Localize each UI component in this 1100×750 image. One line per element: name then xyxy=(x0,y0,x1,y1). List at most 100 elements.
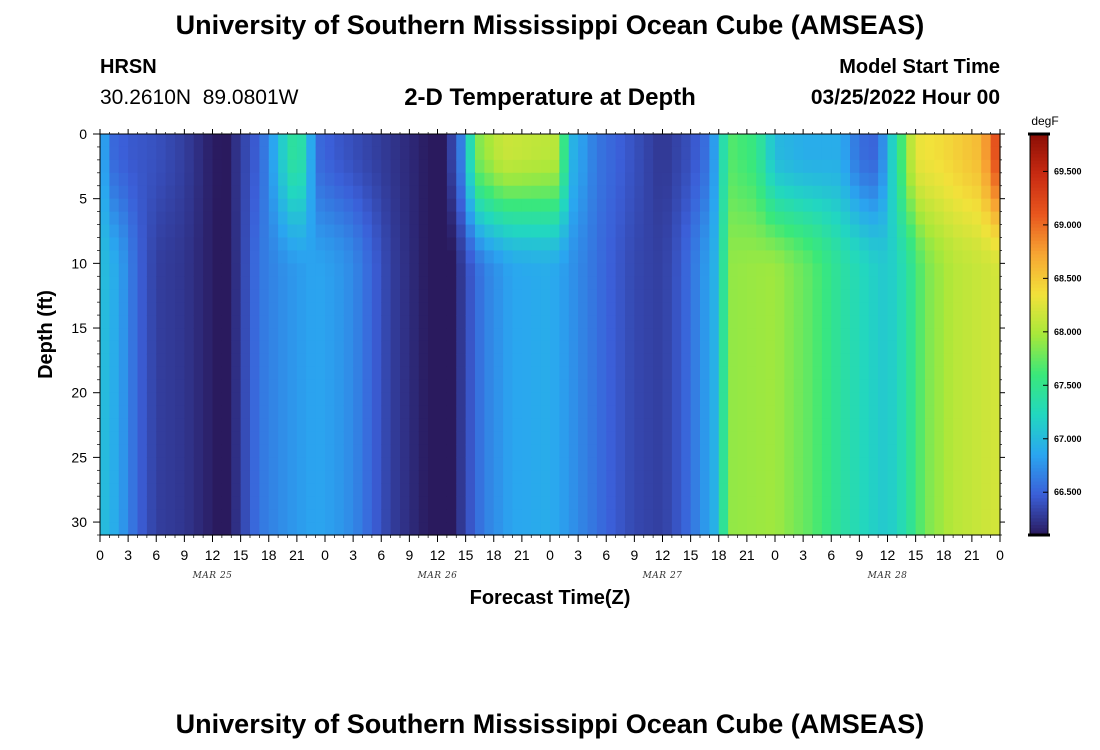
heatmap-cell xyxy=(400,315,410,329)
heatmap-cell xyxy=(418,340,429,355)
heatmap-cell xyxy=(531,457,542,471)
heatmap-cell xyxy=(868,379,879,394)
heatmap-cell xyxy=(428,237,439,252)
heatmap-cell xyxy=(709,276,720,290)
heatmap-cell xyxy=(231,392,242,407)
heatmap-cell xyxy=(137,302,148,316)
heatmap-cell xyxy=(146,159,157,174)
heatmap-cell xyxy=(625,470,635,484)
heatmap-cell xyxy=(615,172,626,187)
heatmap-cell xyxy=(615,418,626,433)
heatmap-cell xyxy=(709,522,720,536)
heatmap-cell xyxy=(943,146,954,161)
heatmap-cell xyxy=(221,457,232,471)
heatmap-cell xyxy=(296,496,307,510)
heatmap-cell xyxy=(381,198,392,213)
heatmap-cell xyxy=(681,146,692,161)
colorbar-segment xyxy=(1030,464,1048,469)
heatmap-cell xyxy=(146,328,157,342)
heatmap-cell xyxy=(643,340,654,355)
heatmap-cell xyxy=(315,379,326,394)
heatmap-cell xyxy=(671,483,682,497)
heatmap-cell xyxy=(212,353,223,368)
heatmap-cell xyxy=(362,185,373,200)
heatmap-cell xyxy=(793,444,804,458)
heatmap-cell xyxy=(878,405,889,420)
heatmap-cell xyxy=(175,366,185,381)
heatmap-cell xyxy=(306,509,317,523)
heatmap-cell xyxy=(503,172,514,187)
heatmap-cell xyxy=(971,185,982,200)
heatmap-cell xyxy=(418,185,429,200)
heatmap-cell xyxy=(250,522,260,536)
heatmap-cell xyxy=(821,418,832,433)
heatmap-cell xyxy=(737,159,748,174)
heatmap-cell xyxy=(793,328,804,342)
heatmap-cell xyxy=(718,470,729,484)
heatmap-cell xyxy=(868,250,879,264)
heatmap-cell xyxy=(737,366,748,381)
heatmap-cell xyxy=(784,211,795,226)
heatmap-cell xyxy=(306,496,317,510)
heatmap-cell xyxy=(737,522,748,536)
heatmap-cell xyxy=(615,392,626,407)
heatmap-cell xyxy=(418,289,429,303)
heatmap-cell xyxy=(662,146,673,161)
heatmap-cell xyxy=(690,237,701,252)
heatmap-cell xyxy=(728,328,739,342)
heatmap-cell xyxy=(325,405,335,420)
heatmap-cell xyxy=(100,146,110,161)
heatmap-cell xyxy=(634,237,645,252)
heatmap-cell xyxy=(212,159,223,174)
heatmap-cell xyxy=(268,159,279,174)
heatmap-cell xyxy=(231,172,242,187)
heatmap-cell xyxy=(100,263,110,277)
heatmap-cell xyxy=(943,392,954,407)
heatmap-cell xyxy=(437,276,448,290)
heatmap-cell xyxy=(887,509,898,523)
heatmap-cell xyxy=(803,496,814,510)
heatmap-cell xyxy=(484,185,495,200)
colorbar-segment xyxy=(1030,434,1048,439)
heatmap-cell xyxy=(165,457,176,471)
heatmap-cell xyxy=(981,198,992,213)
colorbar-segment xyxy=(1030,224,1048,229)
heatmap-cell xyxy=(831,340,842,355)
heatmap-cell xyxy=(531,146,542,161)
heatmap-cell xyxy=(371,146,382,161)
heatmap-cell xyxy=(343,263,354,277)
heatmap-cell xyxy=(737,483,748,497)
heatmap-cell xyxy=(221,470,232,484)
heatmap-cell xyxy=(446,340,457,355)
heatmap-cell xyxy=(343,431,354,446)
heatmap-cell xyxy=(690,289,701,303)
heatmap-cell xyxy=(446,198,457,213)
heatmap-cell xyxy=(296,522,307,536)
heatmap-cell xyxy=(100,418,110,433)
heatmap-cell xyxy=(625,509,635,523)
heatmap-cell xyxy=(728,522,739,536)
heatmap-cell xyxy=(559,315,570,329)
heatmap-cell xyxy=(887,470,898,484)
heatmap-cell xyxy=(700,483,710,497)
heatmap-cell xyxy=(934,237,945,252)
heatmap-cell xyxy=(540,379,551,394)
colorbar-segment xyxy=(1030,177,1048,182)
heatmap-cell xyxy=(296,289,307,303)
heatmap-cell xyxy=(540,405,551,420)
heatmap-cell xyxy=(746,379,757,394)
heatmap-cell xyxy=(221,198,232,213)
heatmap-cell xyxy=(493,418,504,433)
heatmap-cell xyxy=(840,302,851,316)
heatmap-cell xyxy=(662,444,673,458)
heatmap-cell xyxy=(681,159,692,174)
heatmap-cell xyxy=(953,211,964,226)
heatmap-cell xyxy=(559,509,570,523)
heatmap-cell xyxy=(887,185,898,200)
heatmap-cell xyxy=(306,431,317,446)
heatmap-cell xyxy=(306,237,317,252)
heatmap-cell xyxy=(221,250,232,264)
heatmap-cell xyxy=(343,444,354,458)
heatmap-cell xyxy=(990,134,1001,148)
heatmap-cell xyxy=(475,522,485,536)
